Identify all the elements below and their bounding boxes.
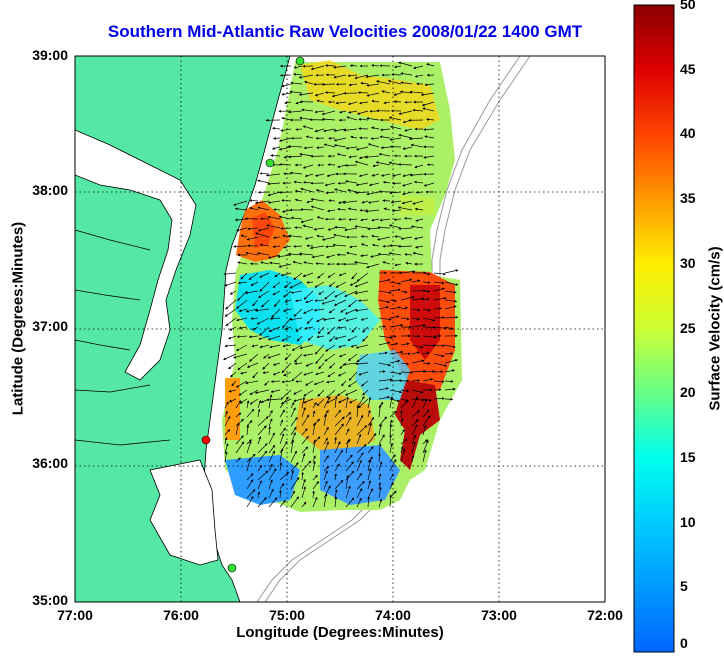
station-marker: [265, 158, 275, 168]
x-tick-label: 72:00: [587, 607, 623, 623]
plot-border: [74, 55, 606, 603]
y-tick-label: 38:00: [32, 182, 68, 198]
colorbar-tick-label: 0: [680, 635, 688, 651]
y-tick-label: 39:00: [32, 47, 68, 63]
x-axis-label: Longitude (Degrees:Minutes): [236, 624, 444, 641]
y-tick-label: 36:00: [32, 455, 68, 471]
colorbar-tick-label: 50: [680, 0, 696, 12]
colorbar-tick-label: 10: [680, 513, 696, 530]
y-tick-label: 37:00: [32, 318, 68, 334]
station-marker: [295, 56, 305, 66]
velocity-vectors: [223, 61, 459, 508]
colorbar-tick-label: 5: [680, 578, 688, 595]
river: [75, 229, 171, 446]
x-tick-label: 73:00: [481, 607, 517, 623]
x-tick-label: 74:00: [375, 607, 411, 623]
map-title: Southern Mid-Atlantic Raw Velocities 200…: [107, 22, 583, 41]
colorbar-tick-label: 15: [680, 448, 696, 465]
x-tick-label: 76:00: [163, 607, 199, 623]
grid-lines: [75, 56, 605, 602]
colorbar-tick-label: 30: [680, 254, 696, 271]
colorbar-tick-label: 35: [680, 190, 696, 207]
colorbar-tick-label: 40: [680, 125, 696, 142]
colorbar: [633, 4, 675, 653]
chesapeake-bay: [75, 129, 197, 381]
sound-water: [149, 459, 219, 566]
y-tick-label: 35:00: [32, 592, 68, 608]
colorbar-tick-label: 45: [680, 60, 696, 77]
x-tick-label: 75:00: [269, 607, 305, 623]
x-tick-label: 77:00: [57, 607, 93, 623]
station-marker: [201, 435, 211, 445]
land-area: [75, 56, 291, 602]
colorbar-tick-label: 20: [680, 384, 696, 401]
station-marker: [227, 563, 237, 573]
colorbar-tick-label: 25: [680, 319, 696, 336]
